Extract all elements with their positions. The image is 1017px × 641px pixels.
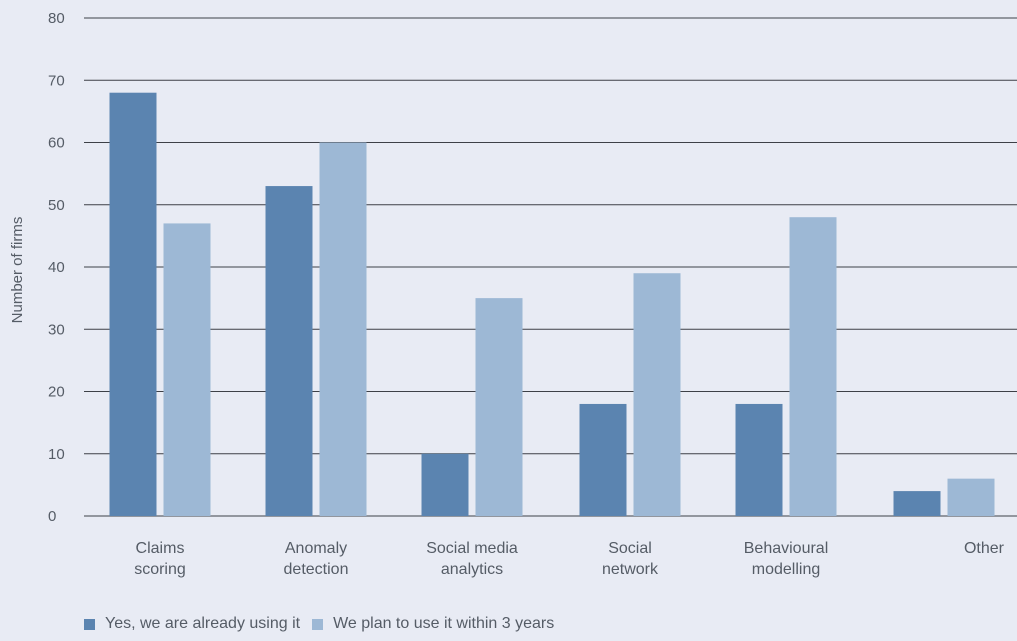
bar-series-2	[319, 142, 367, 516]
legend-label-series-1: Yes, we are already using it	[105, 615, 301, 632]
bar-series-2	[789, 217, 837, 516]
y-tick-label: 70	[48, 72, 65, 89]
bars	[109, 92, 995, 517]
y-tick-label: 20	[48, 384, 65, 401]
y-tick-label: 60	[48, 135, 65, 152]
legend-swatch-series-2	[312, 618, 324, 630]
legend: Yes, we are already using it We plan to …	[84, 615, 566, 633]
y-tick-label: 50	[48, 197, 65, 214]
y-tick-label: 80	[48, 10, 65, 27]
bar-series-1	[421, 453, 469, 516]
bar-series-1	[893, 491, 941, 516]
bar-series-2	[163, 223, 211, 517]
x-tick-label: Other	[964, 540, 1005, 557]
x-axis-labels: Claims scoring Anomaly detection Social medi…	[134, 540, 1004, 578]
bar-series-1	[579, 403, 627, 516]
bar-series-2	[475, 298, 523, 516]
legend-label-series-2: We plan to use it within 3 years	[333, 615, 555, 632]
bar-series-1	[735, 403, 783, 516]
bar-series-1	[109, 92, 157, 516]
bar-series-2	[633, 273, 681, 516]
y-tick-label: 40	[48, 259, 65, 276]
y-axis-label: Number of firms	[9, 217, 26, 324]
legend-swatch-series-1	[84, 618, 95, 630]
x-tick-label: Anomaly detection	[284, 540, 349, 578]
legend-item-series-2: We plan to use it within 3 years	[312, 615, 554, 633]
bar-series-1	[265, 186, 313, 516]
x-tick-label: Behavioural modelling	[744, 540, 829, 578]
x-tick-label: Social media analytics	[426, 540, 518, 578]
x-tick-label: Social network	[602, 540, 659, 578]
x-tick-label: Claims scoring	[134, 540, 186, 578]
y-tick-label: 30	[48, 321, 65, 338]
y-tick-label: 10	[48, 446, 65, 463]
bar-series-2	[947, 478, 995, 516]
legend-item-series-1: Yes, we are already using it	[84, 615, 300, 633]
y-axis-ticks: 0 10 20 30 40 50 60 70 80	[48, 10, 65, 525]
gridlines	[84, 17, 1017, 517]
y-tick-label: 0	[48, 508, 56, 525]
